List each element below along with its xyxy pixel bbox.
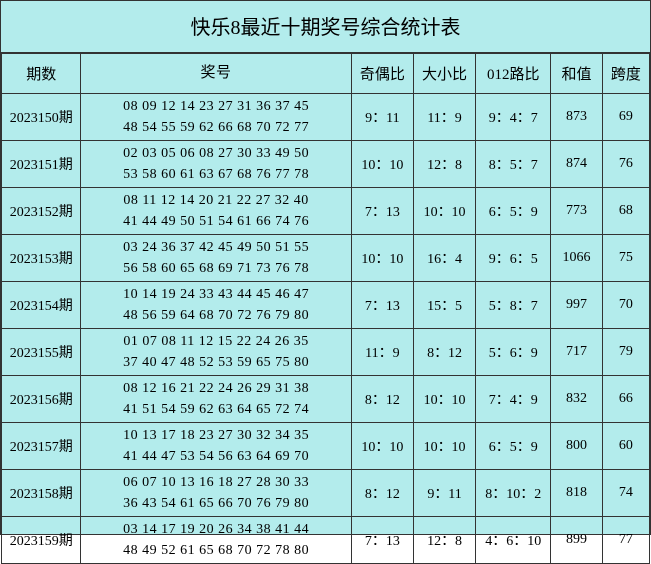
cell-numbers: 06 07 10 13 16 18 27 28 30 3336 43 54 61…: [81, 470, 351, 517]
cell-span: 76: [602, 141, 649, 188]
cell-012: 7：4：9: [476, 376, 551, 423]
cell-big-small: 16：4: [413, 235, 475, 282]
cell-sum: 873: [551, 94, 602, 141]
cell-sum: 1066: [551, 235, 602, 282]
cell-012: 9：4：7: [476, 94, 551, 141]
cell-period: 2023155期: [2, 329, 81, 376]
cell-sum: 899: [551, 517, 602, 564]
cell-sum: 997: [551, 282, 602, 329]
cell-period: 2023153期: [2, 235, 81, 282]
table-row: 2023157期10 13 17 18 23 27 30 32 34 3541 …: [2, 423, 650, 470]
header-span: 跨度: [602, 54, 649, 94]
header-row: 期数 奖号 奇偶比 大小比 012路比 和值 跨度: [2, 54, 650, 94]
cell-big-small: 10：10: [413, 376, 475, 423]
cell-span: 68: [602, 188, 649, 235]
table-row: 2023155期01 07 08 11 12 15 22 24 26 3537 …: [2, 329, 650, 376]
cell-odd-even: 8：12: [351, 376, 413, 423]
cell-012: 6：5：9: [476, 188, 551, 235]
cell-odd-even: 10：10: [351, 423, 413, 470]
cell-numbers: 08 11 12 14 20 21 22 27 32 4041 44 49 50…: [81, 188, 351, 235]
cell-span: 77: [602, 517, 649, 564]
cell-012: 5：6：9: [476, 329, 551, 376]
cell-sum: 800: [551, 423, 602, 470]
cell-period: 2023154期: [2, 282, 81, 329]
header-sum: 和值: [551, 54, 602, 94]
cell-big-small: 12：8: [413, 517, 475, 564]
table-row: 2023153期03 24 36 37 42 45 49 50 51 5556 …: [2, 235, 650, 282]
cell-period: 2023158期: [2, 470, 81, 517]
cell-span: 75: [602, 235, 649, 282]
cell-numbers: 03 14 17 19 20 26 34 38 41 4448 49 52 61…: [81, 517, 351, 564]
cell-odd-even: 11：9: [351, 329, 413, 376]
header-numbers: 奖号: [81, 54, 351, 94]
cell-period: 2023151期: [2, 141, 81, 188]
cell-span: 79: [602, 329, 649, 376]
cell-span: 69: [602, 94, 649, 141]
cell-012: 8：5：7: [476, 141, 551, 188]
cell-big-small: 12：8: [413, 141, 475, 188]
table-row: 2023152期08 11 12 14 20 21 22 27 32 4041 …: [2, 188, 650, 235]
cell-span: 60: [602, 423, 649, 470]
cell-odd-even: 7：13: [351, 188, 413, 235]
table-title: 快乐8最近十期奖号综合统计表: [1, 1, 650, 53]
header-odd-even: 奇偶比: [351, 54, 413, 94]
cell-012: 6：5：9: [476, 423, 551, 470]
cell-period: 2023152期: [2, 188, 81, 235]
cell-big-small: 15：5: [413, 282, 475, 329]
cell-numbers: 10 14 19 24 33 43 44 45 46 4748 56 59 64…: [81, 282, 351, 329]
header-big-small: 大小比: [413, 54, 475, 94]
cell-period: 2023156期: [2, 376, 81, 423]
table-row: 2023156期08 12 16 21 22 24 26 29 31 3841 …: [2, 376, 650, 423]
stats-table: 期数 奖号 奇偶比 大小比 012路比 和值 跨度 2023150期08 09 …: [1, 53, 650, 564]
stats-table-container: 快乐8最近十期奖号综合统计表 期数 奖号 奇偶比 大小比 012路比 和值 跨度…: [0, 0, 651, 535]
cell-012: 8：10：2: [476, 470, 551, 517]
cell-span: 74: [602, 470, 649, 517]
cell-odd-even: 7：13: [351, 282, 413, 329]
cell-big-small: 10：10: [413, 188, 475, 235]
cell-odd-even: 8：12: [351, 470, 413, 517]
cell-big-small: 8：12: [413, 329, 475, 376]
table-body: 2023150期08 09 12 14 23 27 31 36 37 4548 …: [2, 94, 650, 564]
cell-sum: 773: [551, 188, 602, 235]
table-row: 2023158期06 07 10 13 16 18 27 28 30 3336 …: [2, 470, 650, 517]
cell-012: 5：8：7: [476, 282, 551, 329]
cell-sum: 874: [551, 141, 602, 188]
table-row: 2023150期08 09 12 14 23 27 31 36 37 4548 …: [2, 94, 650, 141]
cell-numbers: 02 03 05 06 08 27 30 33 49 5053 58 60 61…: [81, 141, 351, 188]
cell-span: 70: [602, 282, 649, 329]
cell-big-small: 9：11: [413, 470, 475, 517]
cell-odd-even: 9：11: [351, 94, 413, 141]
cell-big-small: 10：10: [413, 423, 475, 470]
cell-numbers: 08 09 12 14 23 27 31 36 37 4548 54 55 59…: [81, 94, 351, 141]
cell-odd-even: 7：13: [351, 517, 413, 564]
cell-period: 2023159期: [2, 517, 81, 564]
cell-odd-even: 10：10: [351, 141, 413, 188]
table-row: 2023159期03 14 17 19 20 26 34 38 41 4448 …: [2, 517, 650, 564]
cell-sum: 832: [551, 376, 602, 423]
header-period: 期数: [2, 54, 81, 94]
cell-numbers: 01 07 08 11 12 15 22 24 26 3537 40 47 48…: [81, 329, 351, 376]
header-012: 012路比: [476, 54, 551, 94]
cell-big-small: 11：9: [413, 94, 475, 141]
cell-numbers: 03 24 36 37 42 45 49 50 51 5556 58 60 65…: [81, 235, 351, 282]
cell-sum: 717: [551, 329, 602, 376]
cell-period: 2023150期: [2, 94, 81, 141]
cell-012: 4：6：10: [476, 517, 551, 564]
cell-span: 66: [602, 376, 649, 423]
cell-odd-even: 10：10: [351, 235, 413, 282]
cell-numbers: 10 13 17 18 23 27 30 32 34 3541 44 47 53…: [81, 423, 351, 470]
cell-sum: 818: [551, 470, 602, 517]
cell-numbers: 08 12 16 21 22 24 26 29 31 3841 51 54 59…: [81, 376, 351, 423]
cell-period: 2023157期: [2, 423, 81, 470]
cell-012: 9：6：5: [476, 235, 551, 282]
table-row: 2023154期10 14 19 24 33 43 44 45 46 4748 …: [2, 282, 650, 329]
table-row: 2023151期02 03 05 06 08 27 30 33 49 5053 …: [2, 141, 650, 188]
